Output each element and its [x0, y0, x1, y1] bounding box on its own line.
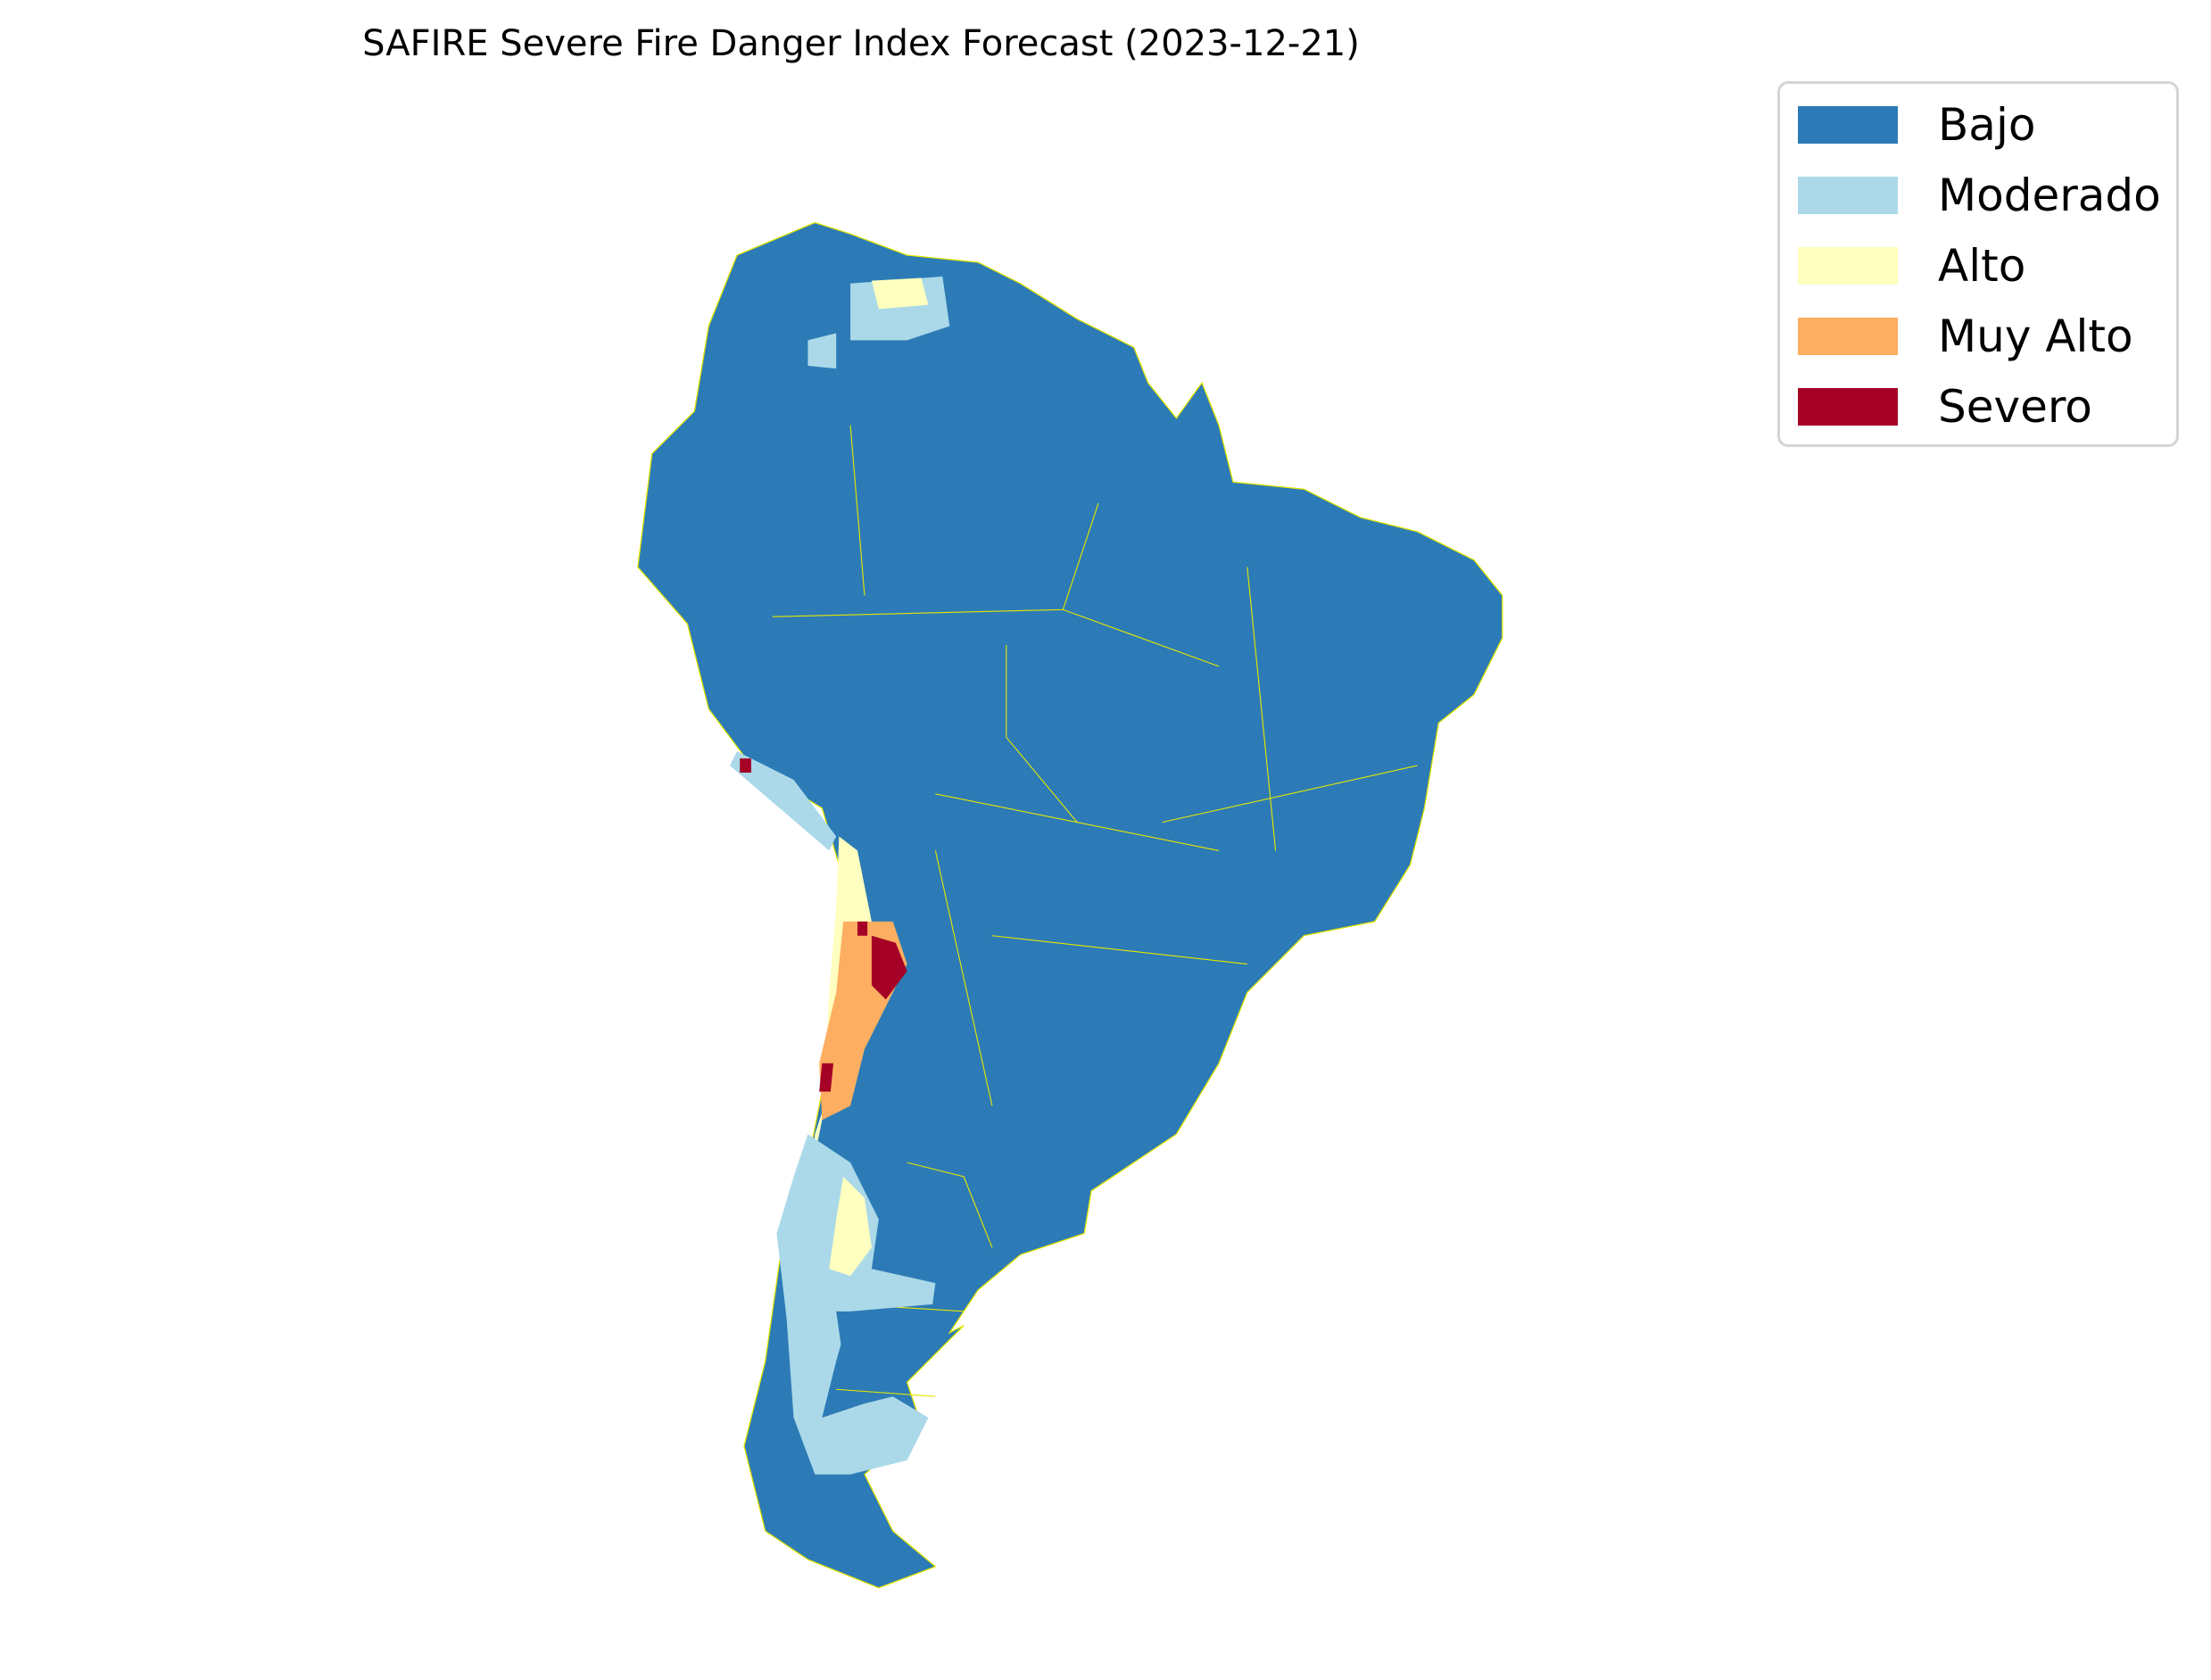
legend-item-severo: Severo: [1798, 381, 2092, 433]
legend-label: Alto: [1938, 240, 2026, 292]
chart-title: SAFIRE Severe Fire Danger Index Forecast…: [362, 23, 1360, 64]
legend-swatch-moderado: [1798, 177, 1898, 214]
alto-patagonia: [829, 1176, 872, 1277]
legend-label: Moderado: [1938, 170, 2161, 221]
legend-label: Muy Alto: [1938, 310, 2133, 362]
legend-label: Bajo: [1938, 99, 2036, 151]
land-bajo: [637, 221, 1503, 1589]
legend-label: Severo: [1938, 381, 2092, 433]
bajo-patagonia-interior: [836, 1311, 922, 1383]
legend-swatch-severo: [1798, 388, 1898, 426]
legend-swatch-alto: [1798, 247, 1898, 285]
legend-swatch-muy-alto: [1798, 318, 1898, 355]
legend-swatch-bajo: [1798, 106, 1898, 144]
alto-venezuela: [871, 277, 929, 310]
legend-item-moderado: Moderado: [1798, 170, 2161, 221]
legend-item-bajo: Bajo: [1798, 99, 2035, 151]
moderado-peru-coast: [730, 751, 837, 851]
legend-item-muy-alto: Muy Alto: [1798, 310, 2133, 362]
legend-item-alto: Alto: [1798, 240, 2025, 292]
legend: Bajo Moderado Alto Muy Alto Severo: [1777, 81, 2179, 447]
state-borders: [772, 425, 1418, 1397]
moderado-patagonia: [776, 1134, 936, 1475]
